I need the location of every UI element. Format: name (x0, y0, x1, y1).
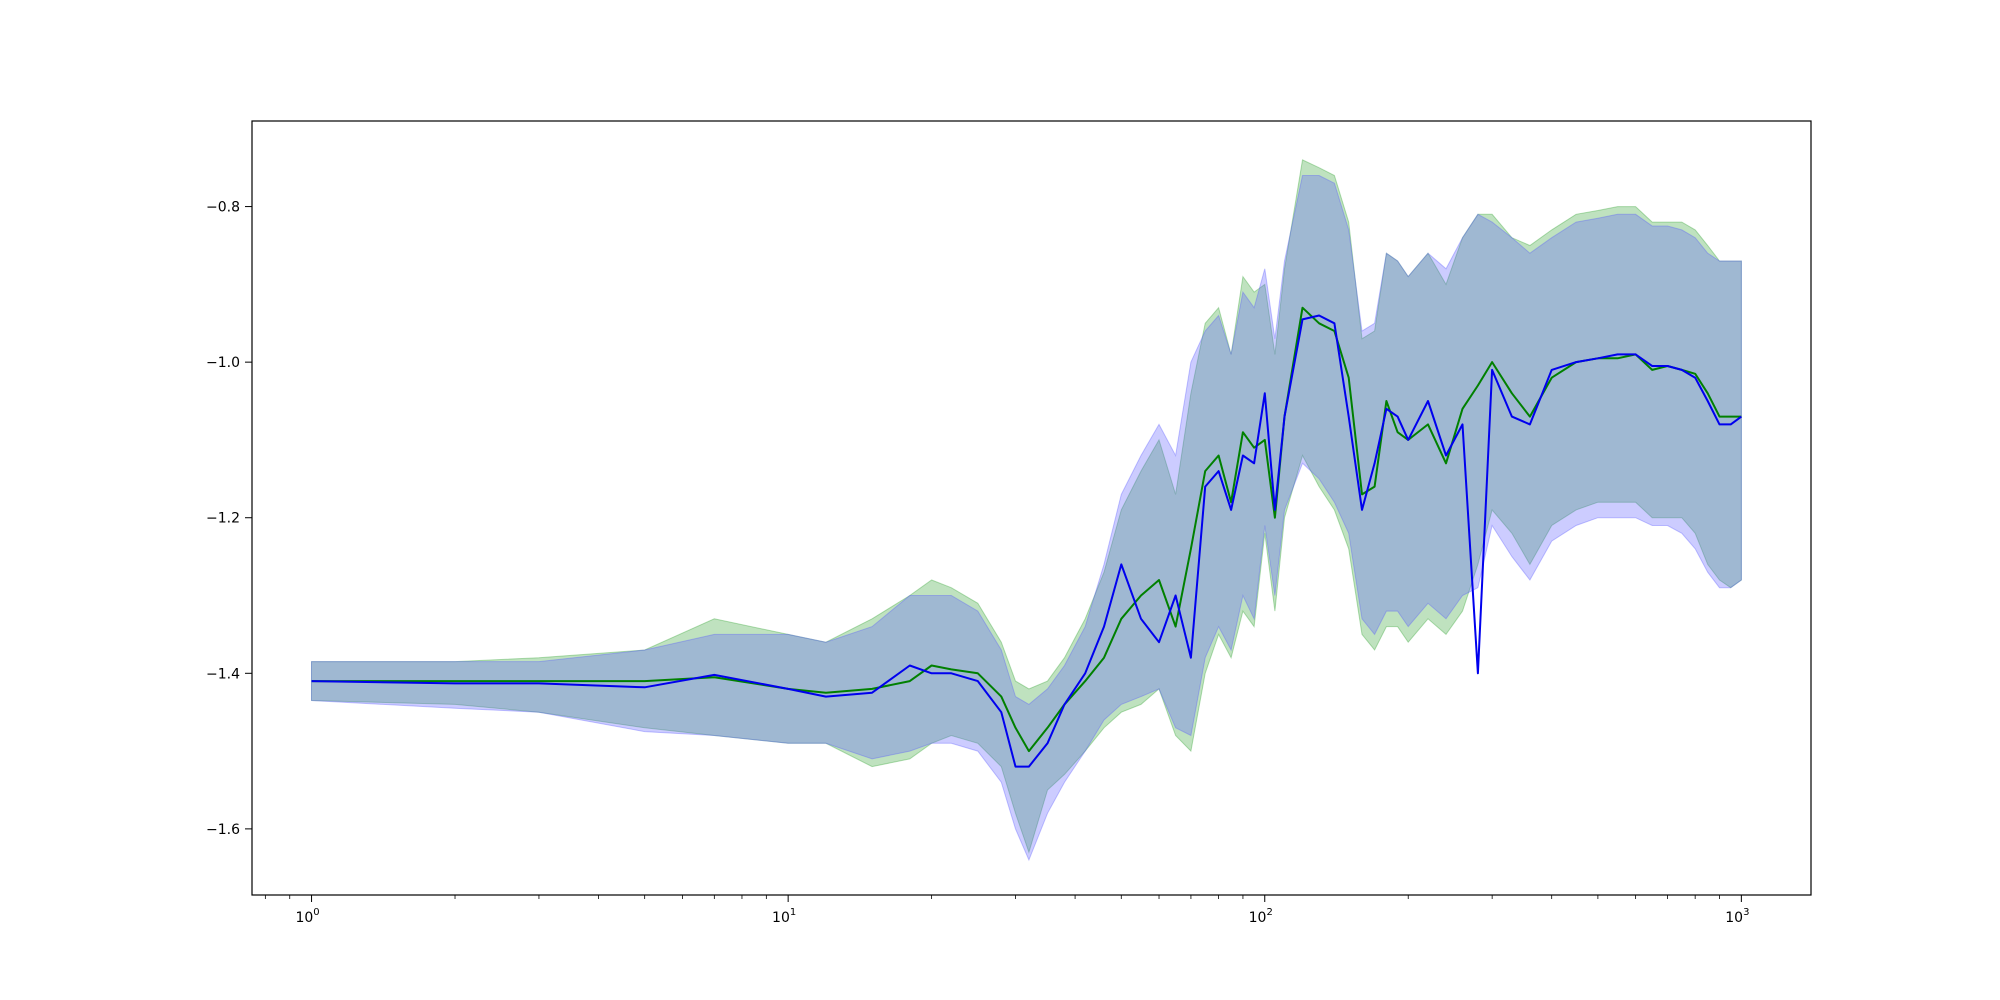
series-lines (311, 306, 1742, 768)
y-tick-label: −1.0 (206, 355, 240, 371)
series-2-band (311, 175, 1742, 862)
x-tick-label: 101 (772, 907, 796, 926)
x-tick-label: 100 (295, 907, 319, 926)
x-tick-label: 103 (1725, 907, 1749, 926)
y-tick-label: −1.4 (206, 666, 240, 682)
plot-frame (251, 120, 1812, 896)
y-axis: −1.6 −1.4 −1.2 −1.0 −0.8 (206, 200, 252, 838)
x-axis: 100 101 102 103 (264, 895, 1749, 926)
y-tick-label: −1.2 (206, 511, 240, 527)
series-2-line (311, 314, 1742, 768)
y-tick-label: −1.6 (206, 822, 240, 838)
x-tick-label: 102 (1249, 907, 1273, 926)
y-tick-label: −0.8 (206, 200, 240, 216)
